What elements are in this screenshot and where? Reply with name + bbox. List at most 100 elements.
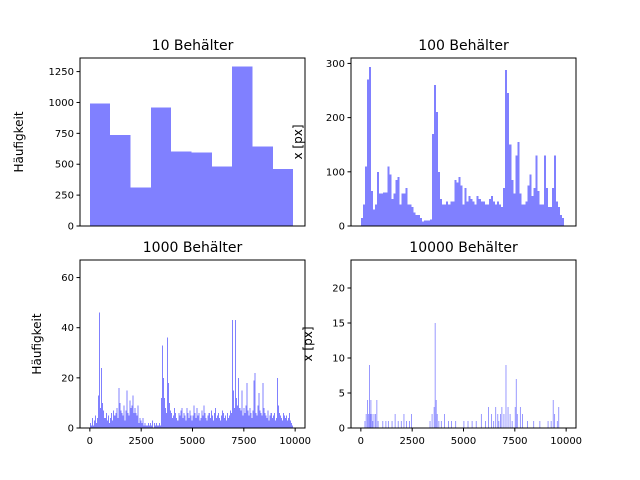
histogram-bar [393, 193, 396, 226]
histogram-bar [478, 198, 481, 226]
histogram-bar [92, 425, 94, 428]
y-tick-label: 300 [326, 59, 345, 70]
histogram-bar [135, 412, 137, 428]
y-tick-label: 1250 [49, 67, 74, 78]
histogram-bar [539, 204, 542, 226]
y-axis-label: Häufigkeit [12, 111, 26, 172]
histogram-bar [231, 412, 233, 428]
y-tick-label: 0 [339, 424, 345, 435]
histogram-bar [431, 414, 433, 428]
histogram-bar [560, 215, 563, 226]
histogram-bar [272, 169, 294, 226]
y-tick-label: 60 [61, 273, 74, 284]
histogram-bar [205, 417, 207, 428]
histogram-bar [255, 412, 257, 428]
y-tick-label: 20 [332, 284, 345, 295]
histogram-bar [213, 412, 215, 428]
histogram-bar [474, 204, 477, 226]
histogram-bar [94, 415, 96, 428]
histogram-bar [118, 387, 120, 428]
histogram-bar [248, 415, 250, 428]
x-tick-label: 5000 [180, 436, 205, 447]
histogram-bar [131, 405, 133, 428]
histogram-bar [121, 412, 123, 428]
bars [364, 323, 560, 428]
histogram-bar [171, 412, 173, 428]
histogram-bar [533, 188, 536, 226]
histogram-bar [154, 425, 156, 428]
histogram-bar [218, 417, 220, 428]
histogram-bar [227, 412, 229, 428]
histogram-bar [125, 410, 127, 428]
histogram-bar [264, 412, 266, 428]
histogram-bar [185, 420, 187, 428]
histogram-bar [391, 198, 394, 226]
histogram-bar [181, 407, 183, 428]
subplot-title: 1000 Behälter [143, 240, 243, 256]
histogram-bar [434, 323, 436, 428]
histogram-bar [89, 103, 111, 226]
histogram-bar [421, 221, 424, 226]
histogram-bar [203, 405, 205, 428]
histogram-bar [537, 190, 540, 226]
histogram-bar [214, 407, 216, 428]
histogram-bar [539, 421, 541, 428]
histogram-bar [174, 407, 176, 428]
histogram-bar [259, 410, 261, 428]
histogram-bar [98, 312, 101, 428]
histogram-bar [273, 412, 275, 428]
histogram-bar [136, 415, 138, 428]
histogram-bar [240, 410, 242, 428]
histogram-bar [175, 412, 177, 428]
histogram-bar [531, 196, 534, 226]
histogram-bar [366, 79, 369, 226]
histogram-bar [126, 390, 128, 428]
histogram-bar [401, 193, 404, 226]
histogram-bar [467, 421, 469, 428]
histogram-bar [397, 421, 399, 428]
histogram-bar [435, 400, 437, 428]
histogram-bar [105, 417, 107, 428]
histogram-bar [170, 410, 172, 428]
histogram-bar [383, 192, 386, 226]
histogram-bar [220, 415, 222, 428]
x-tick-label: 0 [87, 436, 93, 447]
x-tick-label: 7500 [502, 436, 527, 447]
histogram-bar [189, 410, 191, 428]
histogram-bar [226, 420, 228, 428]
histogram-bar [221, 410, 223, 428]
y-tick-label: 10 [332, 354, 345, 365]
histogram-bar [385, 192, 388, 226]
histogram-bar [130, 407, 132, 428]
histogram-bar [232, 320, 234, 428]
histogram-bar [436, 414, 438, 428]
histogram-bar [511, 179, 514, 226]
axes-frame [350, 259, 577, 429]
histogram-bar [281, 420, 283, 428]
histogram-bar [142, 417, 144, 428]
histogram-bar [558, 407, 560, 428]
histogram-bar [200, 417, 202, 428]
histogram-bar [515, 379, 517, 428]
histogram-bar [507, 407, 509, 428]
y-tick-label: 15 [332, 319, 345, 330]
histogram-bar [460, 185, 463, 226]
histogram-bar [196, 407, 198, 428]
y-tick-label: 0 [68, 424, 74, 435]
histogram-bar [364, 166, 367, 226]
histogram-bar [387, 166, 390, 226]
histogram-bar [158, 422, 160, 428]
histogram-bar [373, 209, 376, 226]
histogram-bar [210, 410, 212, 428]
histogram-bar [462, 204, 465, 226]
histogram-bar [104, 417, 106, 428]
histogram-bar [516, 414, 518, 428]
histogram-bar [362, 204, 365, 226]
y-tick-label: 40 [61, 323, 74, 334]
y-tick-label: 20 [61, 373, 74, 384]
histogram-bar [90, 425, 92, 428]
histogram-bar [368, 414, 370, 428]
histogram-bar [219, 420, 221, 428]
histogram-bar [140, 420, 142, 428]
histogram-bar [182, 417, 184, 428]
